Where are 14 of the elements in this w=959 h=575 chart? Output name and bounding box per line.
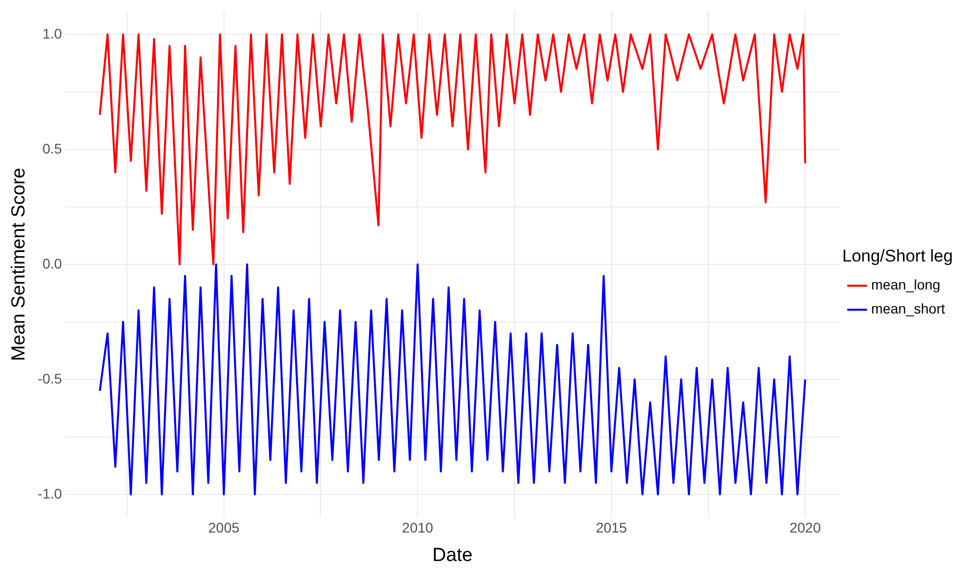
legend-label: mean_long bbox=[871, 276, 940, 293]
legend-label: mean_short bbox=[871, 300, 946, 317]
y-tick-label: 1.0 bbox=[42, 25, 62, 42]
x-tick-label: 2015 bbox=[596, 520, 628, 536]
legend-title: Long/Short leg bbox=[842, 246, 953, 266]
y-tick-label: 0.5 bbox=[42, 140, 62, 156]
x-tick-label: 2020 bbox=[790, 520, 821, 536]
x-tick-label: 2005 bbox=[208, 520, 240, 536]
x-axis-title: Date bbox=[432, 544, 473, 566]
y-tick-label: 0.0 bbox=[42, 255, 62, 272]
y-tick-label: -1.0 bbox=[38, 485, 62, 502]
x-tick-label: 2010 bbox=[402, 520, 434, 536]
y-tick-label: -0.5 bbox=[38, 370, 62, 386]
y-axis-title: Mean Sentiment Score bbox=[8, 168, 30, 362]
